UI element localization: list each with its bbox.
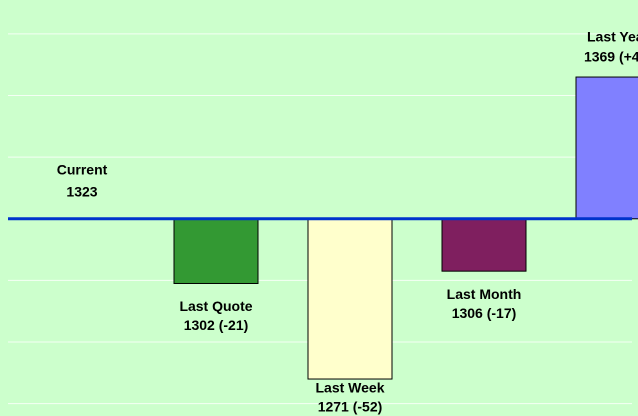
value-label: 1302 (-21) xyxy=(184,317,249,333)
baseline-value: 1323 xyxy=(66,183,97,199)
category-label: Last Year xyxy=(587,29,638,45)
category-label: Last Month xyxy=(447,286,522,302)
bar xyxy=(173,218,259,284)
value-label: 1306 (-17) xyxy=(452,305,517,321)
value-label: 1369 (+46) xyxy=(584,49,638,65)
category-label: Last Quote xyxy=(179,298,252,314)
bar xyxy=(441,218,527,272)
value-label: 1271 (-52) xyxy=(318,399,383,415)
category-label: Last Week xyxy=(316,380,385,396)
bar xyxy=(307,218,393,380)
baseline-name: Current xyxy=(57,161,108,177)
bar xyxy=(575,76,638,220)
